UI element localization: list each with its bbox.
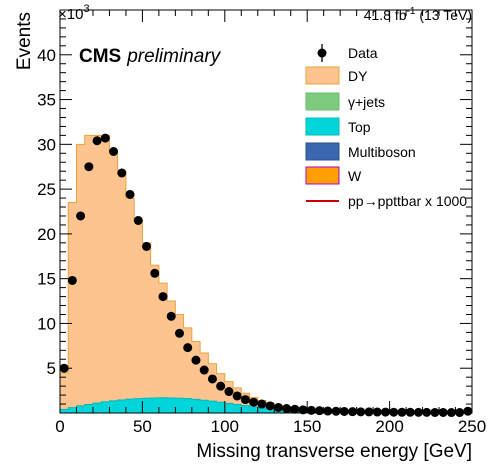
data-point xyxy=(397,407,407,417)
data-point xyxy=(348,407,358,417)
plot-area-border xyxy=(59,9,473,414)
data-point xyxy=(191,355,201,365)
legend-swatch-top xyxy=(305,117,340,136)
data-point xyxy=(158,292,168,302)
legend-label-gamma-jets: γ+jets xyxy=(348,94,385,110)
luminosity-energy: (13 TeV) xyxy=(415,7,472,23)
data-point xyxy=(109,146,119,156)
y-exponent-base: ×10 xyxy=(58,6,83,23)
legend-swatch-multiboson xyxy=(305,142,340,161)
legend-label-data: Data xyxy=(348,45,378,61)
y-axis-title: Events xyxy=(14,12,35,70)
legend-entry-dy: DY xyxy=(305,66,368,85)
luminosity-label: 41.8 fb-1 (13 TeV) xyxy=(364,6,472,23)
data-point xyxy=(249,397,259,407)
x-tick-label: 0 xyxy=(55,417,64,436)
x-tick-label: 100 xyxy=(211,417,239,436)
y-tick-label: 15 xyxy=(37,270,56,289)
data-point xyxy=(356,407,366,417)
legend-entry-gamma-jets: γ+jets xyxy=(305,92,385,111)
data-point xyxy=(405,407,415,417)
data-point xyxy=(216,381,226,391)
y-tick-label: 25 xyxy=(37,180,56,199)
data-point xyxy=(422,407,432,417)
data-point xyxy=(364,407,374,417)
data-point xyxy=(265,401,275,411)
data-point xyxy=(199,365,209,375)
y-exponent-label: ×103 xyxy=(58,3,90,23)
data-point xyxy=(232,391,242,401)
data-point xyxy=(380,407,390,417)
luminosity-unit-exponent: -1 xyxy=(407,6,416,17)
x-tick-label: 150 xyxy=(293,417,321,436)
data-point xyxy=(117,168,127,178)
data-point xyxy=(92,136,102,146)
x-tick-label: 50 xyxy=(133,417,152,436)
legend-entry-signal: pp→ppttbar x 1000 xyxy=(306,193,467,209)
legend-label-w: W xyxy=(348,168,362,184)
axis-ticks: 0 50 100 150 200 250 5 10 15 20 25 30 35 40 xyxy=(37,10,486,436)
plot-frame xyxy=(59,9,473,414)
legend-entry-multiboson: Multiboson xyxy=(305,142,416,161)
data-point xyxy=(339,406,349,416)
data-point xyxy=(67,275,77,285)
data-point xyxy=(224,387,234,397)
data-point xyxy=(84,162,94,172)
data-point xyxy=(125,189,135,199)
luminosity-value: 41.8 fb xyxy=(364,7,407,23)
data-point xyxy=(463,406,473,416)
y-exponent-power: 3 xyxy=(83,3,89,15)
y-tick-label: 35 xyxy=(37,91,56,110)
data-point xyxy=(100,133,110,143)
data-point xyxy=(290,404,300,414)
legend: Data DY γ+jets Top Multiboson W pp→ppttb… xyxy=(305,44,467,209)
data-point xyxy=(430,407,440,417)
data-point xyxy=(273,402,283,412)
legend-label-top: Top xyxy=(348,119,371,135)
data-point xyxy=(166,311,176,321)
x-tick-label: 250 xyxy=(458,417,486,436)
data-point xyxy=(150,268,160,278)
legend-entry-data: Data xyxy=(317,44,378,62)
legend-swatch-w xyxy=(305,166,340,185)
legend-swatch-gamma-jets xyxy=(305,92,340,111)
data-point xyxy=(142,241,152,251)
data-point xyxy=(413,407,423,417)
y-tick-label: 20 xyxy=(37,225,56,244)
legend-data-marker xyxy=(317,48,327,58)
y-tick-label: 30 xyxy=(37,135,56,154)
legend-swatch-dy xyxy=(305,66,340,85)
cms-label-italic: preliminary xyxy=(126,46,221,67)
y-tick-label: 40 xyxy=(37,46,56,65)
legend-label-signal: pp→ppttbar x 1000 xyxy=(348,193,467,209)
cms-label: CMS preliminary xyxy=(79,46,222,67)
data-point xyxy=(207,374,217,384)
data-point xyxy=(133,215,143,225)
x-tick-label: 200 xyxy=(375,417,403,436)
legend-label-multiboson: Multiboson xyxy=(348,144,416,160)
legend-label-dy: DY xyxy=(348,68,368,84)
data-point xyxy=(174,328,184,338)
data-point xyxy=(257,399,267,409)
y-tick-label: 10 xyxy=(37,314,56,333)
data-point xyxy=(240,395,250,405)
data-point xyxy=(438,407,448,417)
data-point xyxy=(282,404,292,414)
data-point xyxy=(315,406,325,416)
cms-label-bold: CMS xyxy=(79,46,121,67)
legend-entry-w: W xyxy=(305,166,362,185)
data-point xyxy=(389,407,399,417)
y-tick-label: 5 xyxy=(47,359,56,378)
data-point xyxy=(183,343,193,353)
data-point xyxy=(372,407,382,417)
data-point xyxy=(323,406,333,416)
legend-entry-top: Top xyxy=(305,117,371,136)
data-point xyxy=(298,405,308,415)
x-axis-title: Missing transverse energy [GeV] xyxy=(196,441,472,462)
data-point xyxy=(76,211,86,221)
data-point xyxy=(331,406,341,416)
